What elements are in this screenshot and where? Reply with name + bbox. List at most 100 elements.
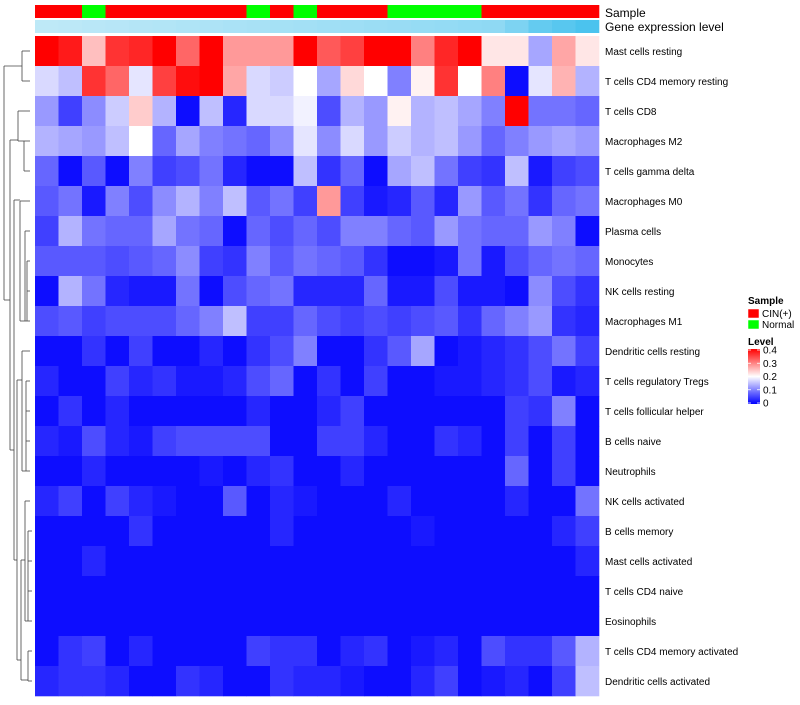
heatmap-cell [293, 306, 318, 337]
heatmap-cell [176, 336, 200, 367]
heatmap-cell [176, 156, 200, 187]
heatmap-cell [434, 516, 459, 547]
heatmap-cell [552, 336, 576, 367]
heatmap-cell [317, 426, 341, 457]
legend-swatch-normal [747, 319, 760, 330]
heatmap-cell [129, 516, 153, 547]
heatmap-cell [340, 636, 365, 667]
heatmap-cell [552, 306, 576, 337]
heatmap-cell [364, 96, 388, 127]
heatmap-cell [317, 456, 341, 487]
heatmap-cell [528, 66, 553, 97]
heatmap-cell [387, 666, 412, 697]
sample-annotation-cell [152, 5, 177, 18]
gene-annotation-cell [105, 20, 130, 33]
sample-annotation-cell [246, 5, 271, 18]
heatmap-cell [129, 186, 153, 217]
heatmap-cell [552, 126, 576, 157]
heatmap-cell [293, 426, 318, 457]
row-label: T cells follicular helper [605, 407, 704, 418]
heatmap-cell [35, 666, 59, 697]
heatmap-cell [340, 66, 365, 97]
heatmap-cell [340, 246, 365, 277]
gene-annotation-cell [411, 20, 435, 33]
heatmap-cell [293, 66, 318, 97]
heatmap-cell [35, 606, 59, 637]
heatmap-cell [246, 636, 271, 667]
heatmap-cell [575, 486, 600, 517]
heatmap-cell [199, 516, 224, 547]
heatmap-cell [505, 516, 529, 547]
row-labels: Mast cells resting T cells CD4 memory res… [605, 47, 738, 688]
heatmap-cell [199, 186, 224, 217]
heatmap-cell [152, 366, 177, 397]
heatmap-cell [434, 606, 459, 637]
heatmap-cell [458, 396, 482, 427]
heatmap-cell [387, 186, 412, 217]
heatmap-cell [246, 306, 271, 337]
heatmap-cell [176, 246, 200, 277]
heatmap-cell [411, 516, 435, 547]
heatmap-cell [411, 186, 435, 217]
heatmap-cell [340, 36, 365, 67]
heatmap-cell [411, 426, 435, 457]
heatmap-cell [387, 306, 412, 337]
heatmap-cell [575, 126, 600, 157]
gene-annotation-cell [82, 20, 106, 33]
heatmap-cell [58, 666, 83, 697]
heatmap-cell [246, 426, 271, 457]
heatmap-cell [340, 606, 365, 637]
heatmap-cell [387, 606, 412, 637]
heatmap-cell [340, 156, 365, 187]
gene-annotation-cell [364, 20, 388, 33]
heatmap-cell [552, 666, 576, 697]
heatmap-cell [223, 276, 247, 307]
heatmap-cell [176, 516, 200, 547]
heatmap-cell [575, 246, 600, 277]
heatmap-cell [481, 456, 506, 487]
heatmap-cell [129, 156, 153, 187]
heatmap-cell [152, 606, 177, 637]
heatmap-cell [481, 546, 506, 577]
heatmap-cell [317, 516, 341, 547]
heatmap-cell [270, 576, 294, 607]
heatmap-cell [199, 66, 224, 97]
level-legend: Level 0.4 0.3 0.2 0.1 0 [748, 337, 777, 410]
heatmap-cell [223, 156, 247, 187]
heatmap-cell [293, 156, 318, 187]
heatmap-cell [35, 96, 59, 127]
heatmap-cell [434, 456, 459, 487]
heatmap-cell [199, 426, 224, 457]
heatmap-cell [481, 606, 506, 637]
heatmap-cell [223, 606, 247, 637]
sample-annotation-track [35, 5, 600, 18]
heatmap-cell [505, 246, 529, 277]
heatmap-cell [434, 426, 459, 457]
heatmap-cell [58, 486, 83, 517]
heatmap-cell [82, 66, 106, 97]
heatmap-cell [82, 336, 106, 367]
heatmap-cell [434, 186, 459, 217]
heatmap-cell [105, 96, 130, 127]
heatmap-cell [481, 186, 506, 217]
heatmap-cell [176, 276, 200, 307]
heatmap-cell [317, 576, 341, 607]
sample-annotation-cell [364, 5, 388, 18]
row-label: T cells CD4 memory resting [605, 77, 728, 88]
heatmap-cell [293, 186, 318, 217]
heatmap-cell [552, 486, 576, 517]
heatmap-cell [105, 306, 130, 337]
heatmap-cell [199, 666, 224, 697]
heatmap-cell [411, 636, 435, 667]
heatmap-cell [35, 126, 59, 157]
heatmap-cell [58, 216, 83, 247]
heatmap-cell [293, 546, 318, 577]
heatmap-cell [105, 576, 130, 607]
heatmap-cell [82, 366, 106, 397]
heatmap-cell [176, 456, 200, 487]
heatmap-cell [58, 276, 83, 307]
row-label: T cells regulatory Tregs [605, 377, 709, 388]
gene-annotation-cell [152, 20, 177, 33]
heatmap-cell [105, 186, 130, 217]
